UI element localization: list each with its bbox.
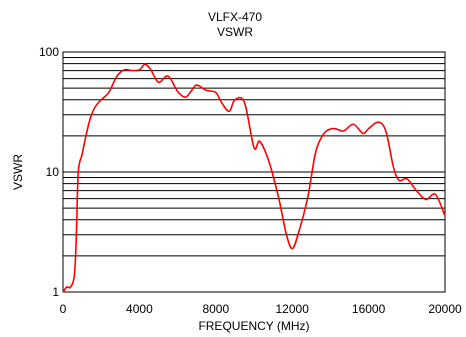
y-tick-labels: 1 10 100 <box>39 45 59 299</box>
x-tick-label: 4000 <box>126 302 153 316</box>
x-tick-label: 12000 <box>276 302 310 316</box>
x-axis-label: FREQUENCY (MHz) <box>198 319 309 333</box>
y-tick-label: 1 <box>52 285 59 299</box>
plot-frame <box>62 51 446 293</box>
vswr-series-line <box>62 63 446 293</box>
x-tick-label: 8000 <box>202 302 229 316</box>
chart-subtitle: VSWR <box>217 25 253 39</box>
x-tick-labels: 0 4000 8000 12000 16000 20000 <box>60 302 462 316</box>
y-tick-label: 100 <box>39 45 59 59</box>
chart-title: VLFX-470 <box>208 10 262 24</box>
y-axis-label: VSWR <box>11 154 25 190</box>
x-tick-label: 20000 <box>428 302 462 316</box>
series-layer <box>62 63 446 293</box>
y-tick-label: 10 <box>46 165 60 179</box>
x-tick-label: 0 <box>60 302 67 316</box>
x-tick-label: 16000 <box>352 302 386 316</box>
gridlines <box>63 56 445 257</box>
